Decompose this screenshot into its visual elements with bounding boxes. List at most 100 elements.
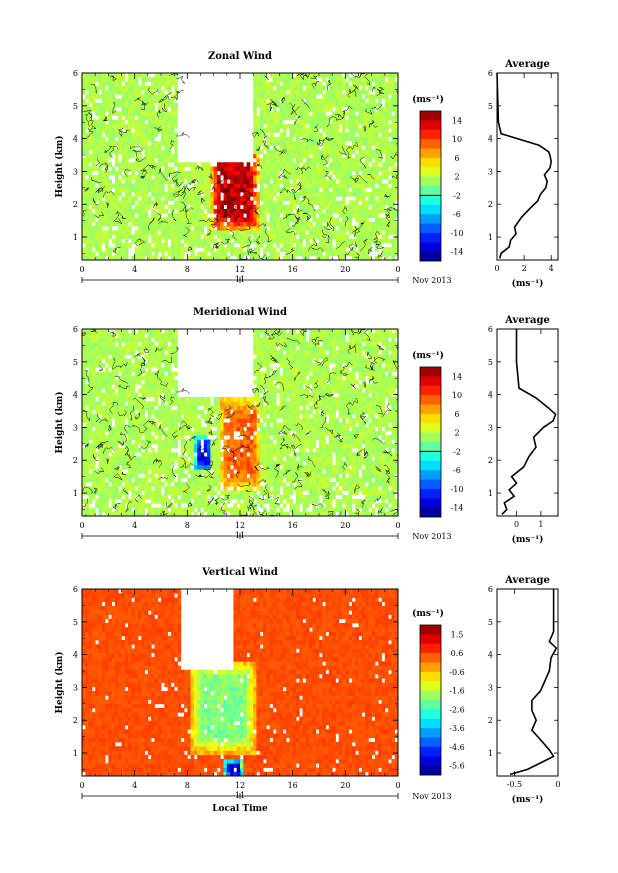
y-tick-label: 6 [73,325,78,334]
colorbar-segment [420,242,441,252]
x-tick-label: 16 [288,521,298,530]
y-tick-label: 1 [73,233,78,242]
avg-y-tick-label: 4 [488,135,493,144]
colorbar-segment [420,709,441,720]
y-axis-label: Height (km) [54,651,65,713]
colorbar-segment [420,700,441,710]
colorbar-tick-label: 14 [452,116,462,125]
colorbar-tick-label: -4.6 [449,743,464,752]
contour-lines [82,73,398,260]
colorbar-segment [420,367,441,377]
average-profile-line [509,589,558,776]
colorbar-frame [419,110,442,262]
y-tick-label: 2 [73,716,78,725]
avg-x-tick-label: 2 [522,264,527,273]
x-tick-label: 0 [79,781,84,790]
colorbar-segment [420,139,441,149]
x-tick-label: 0 [395,265,400,274]
colorbar-segment [420,186,441,196]
colorbar-segment [420,643,441,654]
colorbar-tick-label: -3.6 [449,724,464,733]
x-tick-label: 16 [288,781,298,790]
colorbar-tick-label: -2 [453,191,461,200]
colorbar-segment [420,129,441,140]
colorbar-segment [420,746,441,757]
average-frame [496,72,559,261]
colorbar-frame [419,366,442,518]
colorbar-segment [420,251,441,262]
colorbar-tick-label: 10 [452,391,462,400]
avg-y-tick-label: 6 [488,69,493,78]
day-label: 11 [235,791,245,800]
avg-x-tick-label: 4 [549,264,554,273]
colorbar-segment [420,223,441,234]
colorbar-segment [420,460,441,471]
colorbar-segment [420,653,441,663]
colorbar-segment [420,423,441,433]
avg-y-tick-label: 6 [488,325,493,334]
colorbar-unit: (ms⁻¹) [412,608,444,619]
colorbar-segment [420,204,441,215]
colorbar-tick-label: 2 [454,173,459,182]
avg-x-tick-label: 0 [514,520,519,529]
colorbar-tick-label: -14 [451,504,464,513]
avg-y-tick-label: 5 [488,102,493,111]
colorbar-segment [420,442,441,452]
avg-y-tick-label: 1 [488,233,493,242]
x-tick-label: 0 [79,521,84,530]
avg-x-tick-label: 1 [538,520,543,529]
panel-title: Zonal Wind [208,51,272,62]
colorbar-segment [420,634,441,645]
colorbar-segment [420,728,441,738]
avg-y-tick-label: 4 [488,391,493,400]
colorbar-tick-label: -2 [453,447,461,456]
colorbar-frame [419,624,442,776]
date-label: Nov 2013 [412,792,451,801]
x-tick-label: 0 [79,265,84,274]
y-tick-label: 1 [73,749,78,758]
y-tick-label: 6 [73,585,78,594]
x-tick-label: 20 [340,781,350,790]
colorbar-segment [420,671,441,682]
heatmap-field [82,329,398,516]
colorbar-segment [420,498,441,508]
heatmap-field [82,73,398,260]
avg-y-tick-label: 3 [488,423,493,432]
y-tick-label: 5 [73,618,78,627]
avg-y-tick-label: 3 [488,167,493,176]
average-title: Average [504,59,550,70]
average-title: Average [504,315,550,326]
colorbar-segment [420,737,441,748]
colorbar-tick-label: -5.6 [449,762,464,771]
avg-x-axis-label: (ms⁻¹) [512,794,544,805]
x-tick-label: 0 [395,781,400,790]
panel-title: Meridional Wind [193,307,287,318]
avg-x-tick-label: -0.5 [507,780,522,789]
x-axis-label: Local Time [212,804,268,814]
x-tick-label: 0 [395,521,400,530]
average-frame [496,328,559,517]
avg-y-tick-label: 1 [488,489,493,498]
colorbar-segment [420,432,441,443]
average-title: Average [504,575,550,586]
avg-y-tick-label: 2 [488,200,493,209]
panel-title: Vertical Wind [201,567,278,578]
x-tick-label: 4 [132,265,137,274]
colorbar-tick-label: -10 [451,229,464,238]
avg-x-tick-label: 0 [494,264,499,273]
avg-x-axis-label: (ms⁻¹) [512,278,544,289]
colorbar-segment [420,681,441,691]
x-tick-label: 12 [235,521,245,530]
colorbar-segment [420,167,441,177]
colorbar-tick-label: -1.6 [449,687,464,696]
colorbar-unit: (ms⁻¹) [412,94,444,105]
colorbar-segment [420,385,441,396]
colorbar-segment [420,470,441,480]
colorbar-segment [420,690,441,701]
colorbar-tick-label: 0.6 [451,649,464,658]
colorbar-tick-label: -6 [453,210,461,219]
x-tick-label: 16 [288,265,298,274]
colorbar-segment [420,718,441,729]
